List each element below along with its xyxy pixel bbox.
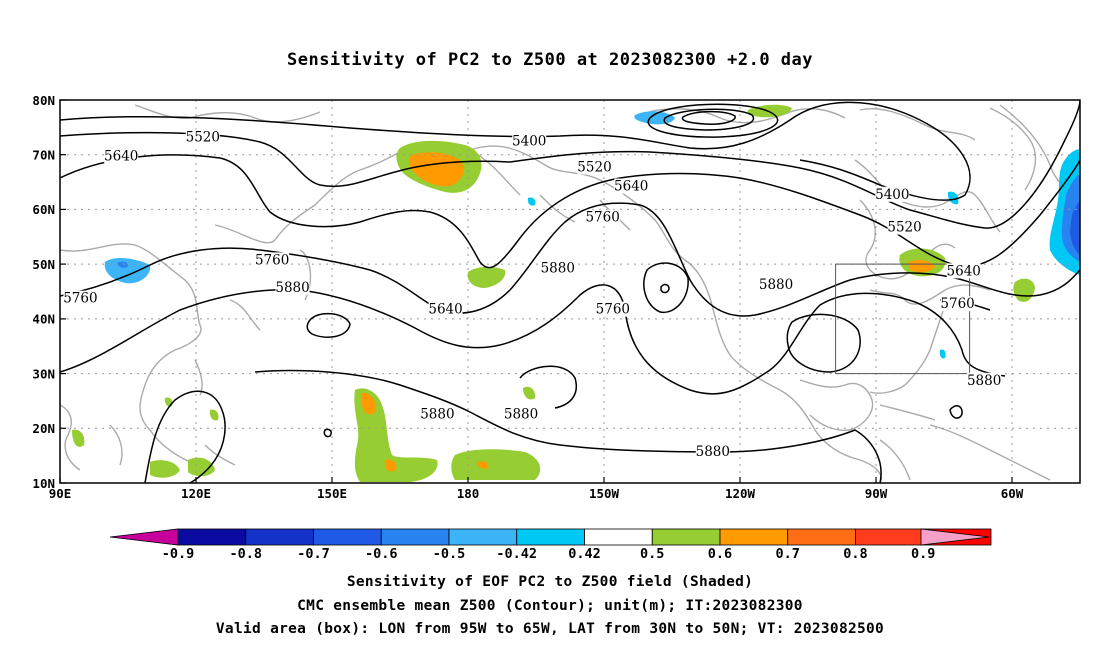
colorbar-label: 0.7 — [776, 546, 800, 562]
contour-label-bg — [595, 301, 630, 317]
contour-label: 5880 — [420, 407, 454, 423]
contour-label-bg — [585, 209, 620, 225]
contour-label: 5760 — [63, 291, 97, 307]
contour-label-bg — [540, 260, 575, 276]
contour-labels: 5520564054005520564057605400552056405760… — [63, 129, 1001, 460]
contour-label: 5400 — [512, 134, 546, 150]
contour-label: 5760 — [596, 302, 630, 318]
contour-label-bg — [695, 443, 730, 459]
colorbar-label: -0.9 — [162, 546, 195, 562]
lat-tick-label: 60N — [32, 202, 55, 217]
lon-tick-label: 150E — [317, 486, 347, 501]
colorbar-cell — [516, 528, 585, 546]
colorbar-cell — [651, 528, 721, 546]
lon-tick-label: 120E — [181, 486, 211, 501]
colorbar-label: 0.5 — [640, 546, 664, 562]
colorbar-label: -0.5 — [433, 546, 466, 562]
lon-tick-label: 60W — [1001, 486, 1024, 501]
map-title: Sensitivity of PC2 to Z500 at 2023082300… — [286, 50, 813, 70]
contour-label-bg — [759, 277, 794, 293]
colorbar-cell — [855, 528, 924, 546]
contour-label-bg — [614, 178, 649, 194]
contour-label-bg — [875, 186, 910, 202]
lon-tick-label: 180 — [457, 486, 480, 501]
contour-label-bg — [104, 148, 139, 164]
contour-label: 5520 — [577, 159, 611, 175]
contour-label: 5760 — [940, 296, 974, 312]
colorbar-label: -0.8 — [229, 546, 262, 562]
contour-label-bg — [185, 129, 220, 145]
contour-label: 5520 — [887, 220, 921, 236]
valid-area-box — [835, 263, 971, 375]
lat-tick-label: 10N — [32, 476, 55, 491]
colorbar-label: 0.9 — [911, 546, 935, 562]
colorbar-cell — [245, 528, 314, 546]
colorbar-cell — [380, 528, 450, 546]
grid-lines — [60, 100, 1080, 483]
colorbar-cell — [313, 528, 382, 546]
contour-label: 5760 — [585, 210, 619, 226]
z500-contours — [60, 100, 1080, 483]
contour-label-bg — [420, 406, 455, 422]
sensitivity-shading — [72, 104, 1080, 482]
contour-label-bg — [275, 279, 310, 295]
lat-tick-label: 50N — [32, 257, 55, 272]
latitude-labels: 80N 70N 60N 50N 40N 30N 20N 10N — [32, 93, 55, 491]
axis-ticks — [59, 99, 1013, 484]
lat-tick-label: 80N — [32, 93, 55, 108]
contour-label-bg — [887, 219, 922, 235]
colorbar: -0.9 -0.8 -0.7 -0.6 -0.5 -0.42 0.42 0.5 0.6 0.7 0.… — [109, 528, 992, 562]
lat-tick-label: 20N — [32, 421, 55, 436]
lat-tick-label: 30N — [32, 367, 55, 382]
caption-contours: CMC ensemble mean Z500 (Contour); unit(m… — [297, 598, 803, 614]
contour-label: 5880 — [696, 444, 730, 460]
contour-label-bg — [63, 290, 98, 306]
lon-tick-label: 90E — [49, 486, 72, 501]
lon-tick-label: 150W — [589, 486, 620, 501]
contour-label: 5880 — [541, 261, 575, 277]
colorbar-cell — [719, 528, 789, 546]
lat-tick-label: 70N — [32, 148, 55, 163]
colorbar-label: -0.42 — [496, 546, 537, 562]
colorbar-cell — [787, 528, 856, 546]
contour-label: 5640 — [104, 148, 138, 164]
contour-label: 5640 — [428, 302, 462, 318]
lon-tick-label: 90W — [865, 486, 888, 501]
colorbar-cell — [177, 528, 247, 546]
contour-label: 5640 — [947, 263, 981, 279]
contour-label-bg — [940, 296, 975, 312]
lat-tick-label: 40N — [32, 312, 55, 327]
plot-frame — [59, 99, 1081, 484]
contour-label: 5880 — [759, 277, 793, 293]
contour-label: 5520 — [186, 129, 220, 145]
contour-label-bg — [504, 406, 539, 422]
contour-label-bg — [255, 252, 290, 268]
contour-label: 5880 — [275, 280, 309, 296]
colorbar-label: 0.6 — [708, 546, 732, 562]
contour-label-bg — [946, 263, 981, 279]
caption-shading: Sensitivity of EOF PC2 to Z500 field (Sh… — [346, 574, 754, 590]
colorbar-label: -0.6 — [365, 546, 398, 562]
longitude-labels: 90E 120E 150E 180 150W 120W 90W 60W — [49, 486, 1024, 501]
contour-label: 5880 — [504, 407, 538, 423]
contour-label: 5760 — [255, 252, 289, 268]
contour-label: 5880 — [967, 373, 1001, 389]
colorbar-low-triangle — [109, 528, 179, 546]
contour-label-bg — [967, 372, 1002, 388]
colorbar-label: 0.42 — [568, 546, 601, 562]
contour-label-bg — [428, 301, 463, 317]
colorbar-high-triangle — [920, 528, 990, 546]
contour-label-bg — [577, 159, 612, 175]
lon-tick-label: 120W — [725, 486, 756, 501]
coastlines — [60, 104, 1080, 483]
caption-valid-area: Valid area (box): LON from 95W to 65W, L… — [215, 621, 885, 637]
contour-label: 5640 — [614, 179, 648, 195]
colorbar-cell — [448, 528, 518, 546]
colorbar-cell — [584, 528, 653, 546]
contour-label: 5400 — [875, 187, 909, 203]
colorbar-label: -0.7 — [297, 546, 330, 562]
contour-label-bg — [512, 133, 547, 149]
colorbar-label: 0.8 — [843, 546, 867, 562]
